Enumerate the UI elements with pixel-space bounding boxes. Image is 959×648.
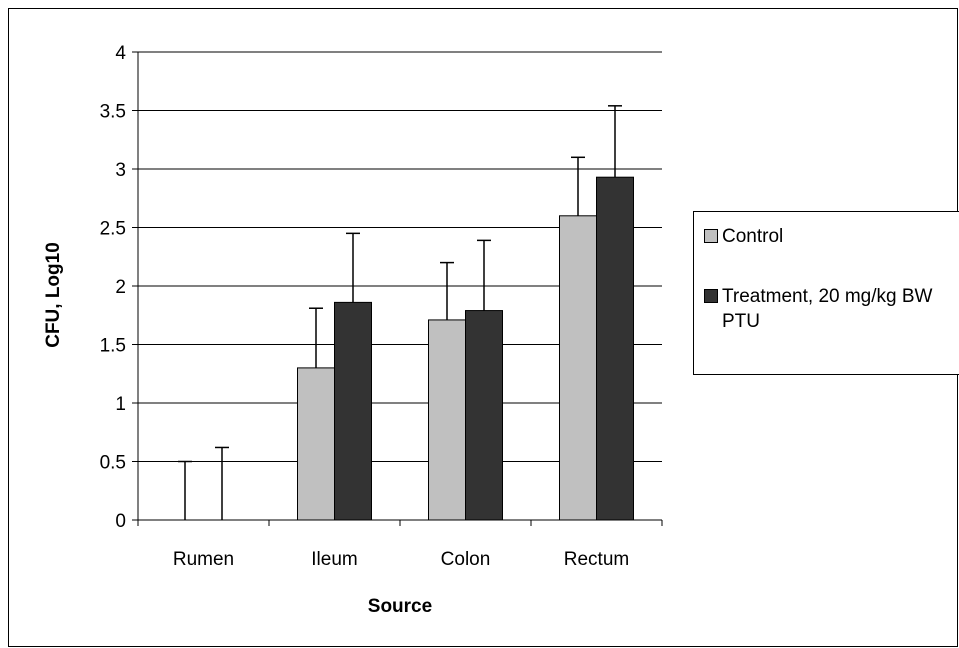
legend-label-control: Control (722, 226, 784, 247)
x-tick-label: Ileum (311, 549, 357, 570)
y-tick-label: 1 (115, 394, 126, 415)
x-tick-label: Rumen (173, 549, 234, 570)
legend: Control Treatment, 20 mg/kg BW PTU (693, 211, 959, 375)
bar-treatment-rectum (596, 176, 634, 521)
legend-label-treatment: Treatment, 20 mg/kg BW PTU (722, 286, 933, 332)
y-tick-label: 2 (115, 277, 126, 298)
y-tick-label: 0 (115, 511, 126, 532)
x-axis-title: Source (368, 596, 432, 617)
y-tick-label: 3.5 (100, 102, 126, 123)
bar-treatment-ileum (334, 301, 372, 521)
legend-item-treatment: Treatment, 20 mg/kg BW PTU (704, 284, 959, 334)
bar-control-ileum (297, 367, 335, 521)
y-tick-label: 0.5 (100, 453, 126, 474)
axes: 0 0.5 1 1.5 2 2.5 3 3.5 4 Rumen Ileum Colon Rectum (100, 43, 663, 570)
x-tick-label: Colon (441, 549, 491, 570)
legend-swatch-treatment (704, 289, 718, 303)
y-tick-label: 1.5 (100, 336, 126, 357)
bar-control-colon (428, 319, 466, 521)
y-axis-title: CFU, Log10 (43, 242, 64, 348)
bar-control-rectum (559, 215, 597, 521)
chart-canvas: 0 0.5 1 1.5 2 2.5 3 3.5 4 Rumen Ileum Colon Rectum C… (43, 43, 663, 617)
y-tick-label: 2.5 (100, 219, 126, 240)
legend-swatch-control (704, 229, 718, 243)
legend-item-control: Control (704, 224, 959, 249)
bar-treatment-colon (465, 310, 503, 521)
y-tick-label: 4 (115, 43, 126, 64)
x-tick-label: Rectum (564, 549, 629, 570)
y-tick-label: 3 (115, 160, 126, 181)
bars (178, 105, 634, 521)
chart-frame: 0 0.5 1 1.5 2 2.5 3 3.5 4 Rumen Ileum Colon Rectum C… (8, 8, 959, 647)
gridlines (138, 51, 662, 462)
